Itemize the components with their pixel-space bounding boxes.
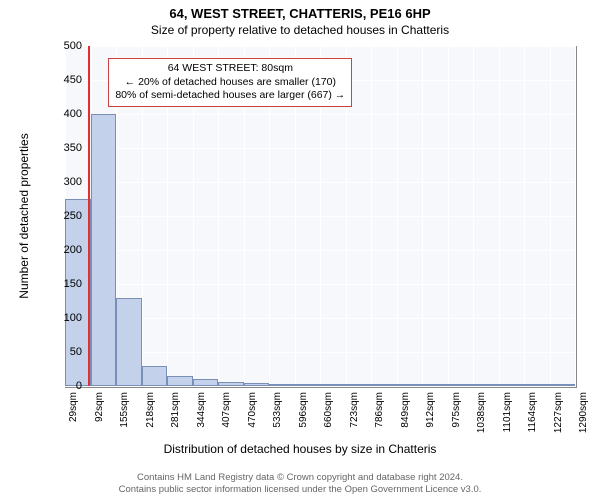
gridline-v (550, 46, 551, 386)
gridline-v (371, 46, 372, 386)
annotation-line1: 64 WEST STREET: 80sqm (115, 62, 345, 76)
histogram-bar (244, 383, 270, 386)
gridline-v (422, 46, 423, 386)
gridline-v (499, 46, 500, 386)
footer-attribution: Contains HM Land Registry data © Crown c… (0, 472, 600, 496)
histogram-bar (397, 384, 423, 386)
ytick-label: 450 (42, 74, 82, 86)
gridline-v (397, 46, 398, 386)
histogram-bar (193, 379, 219, 386)
ytick-label: 250 (42, 210, 82, 222)
property-marker-line (88, 46, 90, 386)
ytick-label: 100 (42, 312, 82, 324)
gridline-v (448, 46, 449, 386)
ytick-label: 0 (42, 380, 82, 392)
histogram-bar (473, 384, 499, 386)
gridline-v (575, 46, 576, 386)
ytick-label: 500 (42, 40, 82, 52)
histogram-bar (524, 384, 550, 386)
footer-line1: Contains HM Land Registry data © Crown c… (0, 472, 600, 484)
ytick-label: 150 (42, 278, 82, 290)
histogram-bar (295, 384, 321, 386)
title-sub: Size of property relative to detached ho… (0, 21, 600, 37)
annotation-line2: ← 20% of detached houses are smaller (17… (115, 76, 345, 90)
histogram-bar (550, 384, 576, 386)
ytick-label: 200 (42, 244, 82, 256)
histogram-bar (346, 384, 372, 386)
histogram-bar (269, 384, 295, 386)
annotation-box: 64 WEST STREET: 80sqm ← 20% of detached … (108, 58, 352, 107)
histogram-bar (91, 114, 117, 386)
gridline-h (65, 386, 575, 387)
gridline-v (473, 46, 474, 386)
histogram-bar (116, 298, 142, 386)
histogram-bar (371, 384, 397, 386)
title-main: 64, WEST STREET, CHATTERIS, PE16 6HP (0, 0, 600, 21)
histogram-bar (422, 384, 448, 386)
ytick-label: 350 (42, 142, 82, 154)
footer-line2: Contains public sector information licen… (0, 484, 600, 496)
histogram-chart: 64 WEST STREET: 80sqm ← 20% of detached … (65, 46, 575, 386)
annotation-line3: 80% of semi-detached houses are larger (… (115, 89, 345, 103)
histogram-bar (218, 382, 244, 386)
histogram-bar (142, 366, 168, 386)
histogram-bar (499, 384, 525, 386)
x-axis-label: Distribution of detached houses by size … (0, 442, 600, 456)
histogram-bar (320, 384, 346, 386)
ytick-label: 400 (42, 108, 82, 120)
y-axis-label: Number of detached properties (17, 133, 31, 298)
histogram-bar (167, 376, 193, 386)
ytick-label: 50 (42, 346, 82, 358)
ytick-label: 300 (42, 176, 82, 188)
histogram-bar (448, 384, 474, 386)
gridline-v (524, 46, 525, 386)
